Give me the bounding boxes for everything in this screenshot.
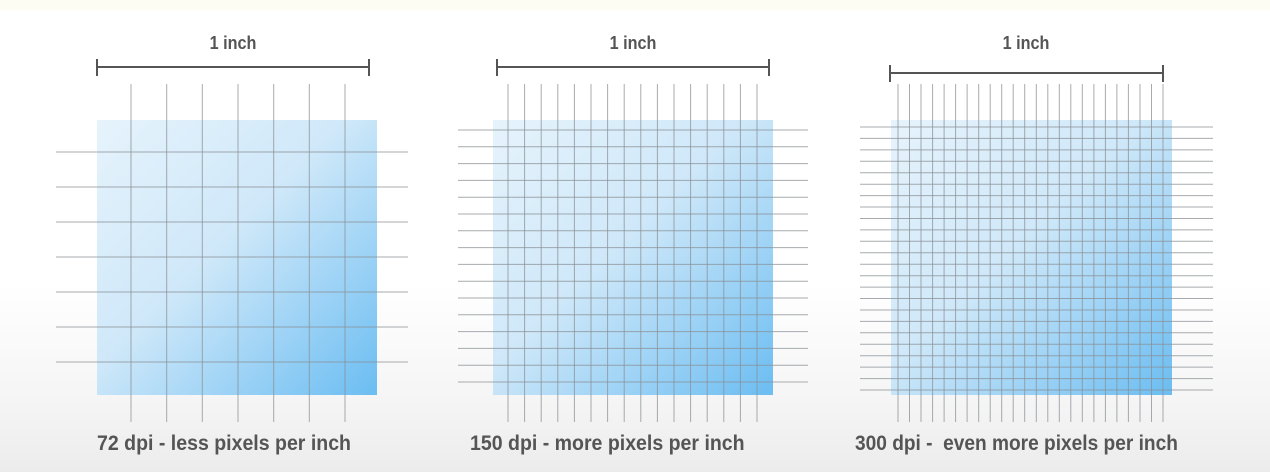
pixel-square: [493, 120, 773, 395]
top-strip: [0, 0, 1270, 10]
dpi-caption-72: 72 dpi - less pixels per inch: [97, 432, 351, 455]
ruler-label: 1 inch: [209, 33, 257, 53]
dpi-panel-72: 1 inch 72 dpi - less pixels per inch: [0, 0, 420, 472]
ruler-label: 1 inch: [609, 33, 657, 53]
dpi-caption-150: 150 dpi - more pixels per inch: [470, 432, 745, 455]
dpi-grid-72: [56, 59, 408, 422]
pixel-square: [891, 120, 1172, 395]
dpi-caption-300: 300 dpi - even more pixels per inch: [855, 432, 1178, 455]
ruler-label: 1 inch: [1002, 33, 1050, 53]
